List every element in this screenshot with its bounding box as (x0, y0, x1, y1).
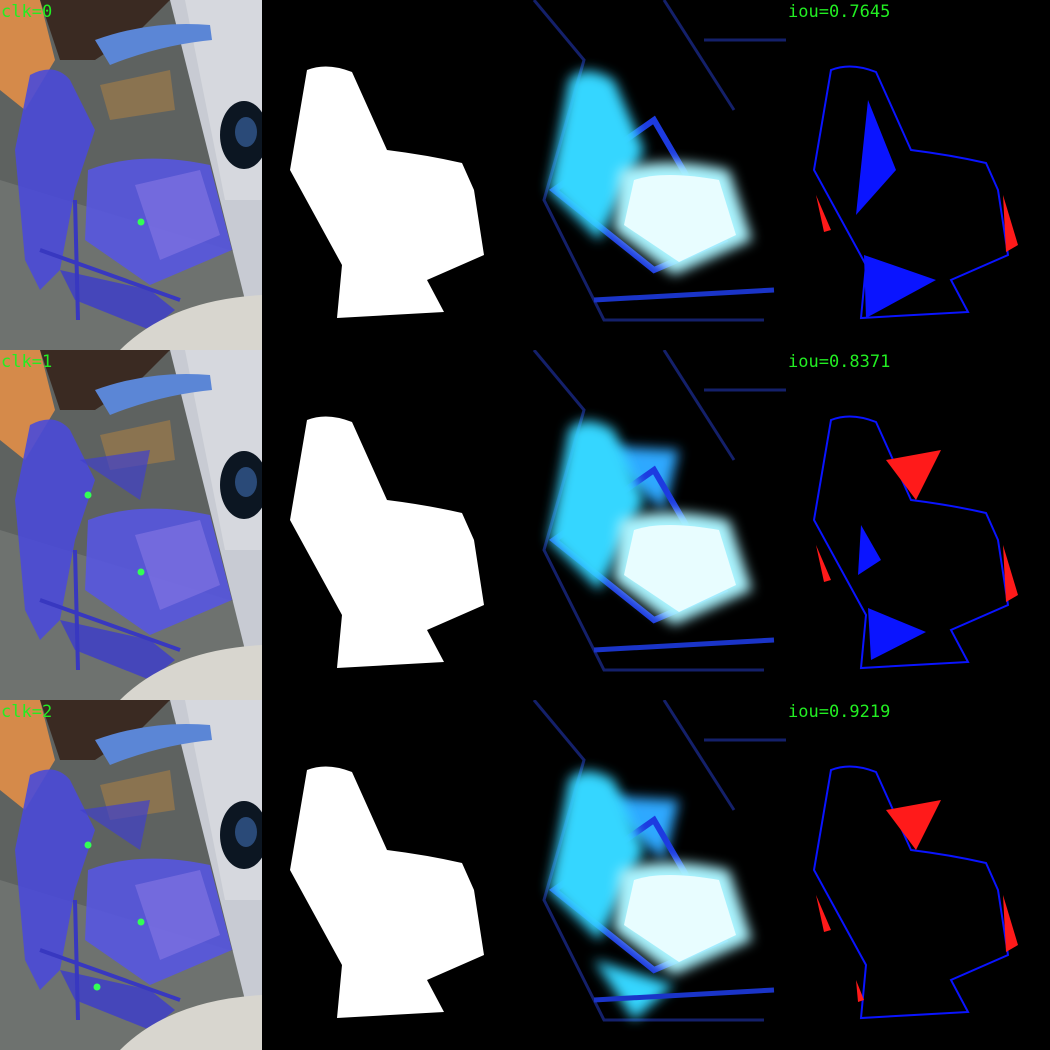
error-map-panel: iou=0.8371 (786, 350, 1048, 700)
chair-backrest (15, 69, 95, 290)
click-point (93, 983, 101, 991)
row-2: clk=2 (0, 700, 1050, 1050)
row-1: clk=1 (0, 350, 1050, 700)
false-negative-region (858, 525, 881, 575)
false-positive-region (886, 800, 941, 850)
click-point (137, 568, 145, 576)
probability-map (524, 700, 786, 1050)
click-count-label: clk=0 (1, 2, 53, 22)
chair-backrest (15, 419, 95, 640)
iou-label: iou=0.7645 (788, 2, 891, 22)
input-image-panel: clk=1 (0, 350, 262, 700)
probability-map-panel (524, 350, 786, 700)
false-positive-region (1003, 195, 1018, 252)
false-positive-region (1003, 895, 1018, 952)
probability-map (524, 350, 786, 700)
click-point (84, 491, 92, 499)
iou-label: iou=0.9219 (788, 702, 891, 722)
predicted-mask-panel (262, 700, 524, 1050)
predicted-mask-panel (262, 350, 524, 700)
probability-map-panel (524, 700, 786, 1050)
click-point (137, 218, 145, 226)
input-image (0, 700, 262, 1050)
click-point (137, 918, 145, 926)
error-map-panel: iou=0.7645 (786, 0, 1048, 350)
person-arm (95, 374, 212, 415)
false-positive-region (816, 895, 831, 932)
predicted-mask-panel (262, 0, 524, 350)
false-negative-region (856, 100, 896, 215)
click-point (84, 841, 92, 849)
input-image-panel: clk=2 (0, 700, 262, 1050)
input-image (0, 0, 262, 350)
false-negative-region (868, 608, 926, 660)
false-positive-region (856, 980, 864, 1002)
input-image-panel: clk=0 (0, 0, 262, 350)
false-positive-region (1003, 545, 1018, 602)
probability-map (524, 0, 786, 350)
probability-map-panel (524, 0, 786, 350)
predicted-mask (262, 0, 524, 350)
error-map-panel: iou=0.9219 (786, 700, 1048, 1050)
predicted-mask (262, 700, 524, 1050)
false-positive-region (816, 195, 831, 232)
chair-backrest (15, 769, 95, 990)
error-map (786, 0, 1048, 350)
predicted-mask (262, 350, 524, 700)
input-image (0, 350, 262, 700)
person-arm (95, 724, 212, 765)
click-count-label: clk=2 (1, 702, 53, 722)
error-map (786, 350, 1048, 700)
click-count-label: clk=1 (1, 352, 53, 372)
false-negative-region (864, 255, 936, 318)
false-positive-region (816, 545, 831, 582)
error-map (786, 700, 1048, 1050)
row-0: clk=0 (0, 0, 1050, 350)
iou-label: iou=0.8371 (788, 352, 891, 372)
false-positive-region (886, 450, 941, 500)
person-arm (95, 24, 212, 65)
